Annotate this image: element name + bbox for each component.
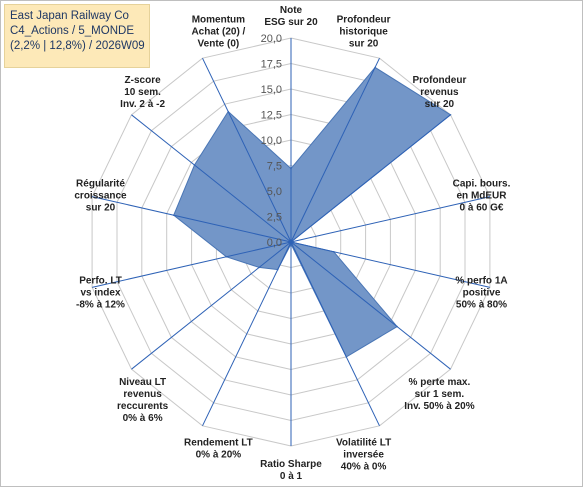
axis-label: Rendement LT 0% à 20%	[184, 437, 253, 460]
tick-label: 2,5	[267, 212, 282, 224]
axis-label: Régularité croissance sur 20	[74, 179, 127, 214]
tick-label: 5,0	[267, 186, 282, 198]
axis-label: Profondeur historique sur 20	[337, 15, 391, 50]
axis-label: Ratio Sharpe 0 à 1	[260, 459, 322, 482]
tick-label: 12,5	[261, 110, 282, 122]
axis-spoke	[290, 241, 491, 288]
axis-label: Perfo. LT vs index -8% à 12%	[76, 276, 125, 311]
tick-label: 17,5	[261, 59, 282, 71]
axis-label: % perte max. sur 1 sem. Inv. 50% à 20%	[404, 377, 475, 412]
axis-spoke	[290, 114, 451, 243]
axis-spoke	[202, 241, 292, 427]
axis-label: Note ESG sur 20	[264, 5, 318, 28]
chart-title-box: East Japan Railway Co C4_Actions / 5_MON…	[4, 4, 150, 68]
tick-label: 15,0	[261, 84, 282, 96]
tick-label: 20,0	[261, 33, 282, 45]
axis-label: Niveau LT revenus reccurents 0% à 6%	[117, 377, 169, 424]
radar-axis-labels: Note ESG sur 20 Profondeur historique sur 20…	[74, 5, 510, 482]
tick-label: 7,5	[267, 161, 282, 173]
axis-spoke	[91, 241, 292, 288]
axis-spoke	[202, 57, 292, 243]
axis-spoke	[290, 241, 451, 370]
tick-label: 0,0	[267, 237, 282, 249]
radar-tick-labels: 0,0 2,5 5,0 7,5 10,0 12,5 15,0 17,5 20,0	[261, 33, 282, 249]
radar-axes	[91, 38, 491, 446]
axis-label: Z-score 10 sem. Inv. 2 à -2	[120, 75, 165, 110]
portfolio-category: C4_Actions / 5_MONDE	[10, 25, 134, 37]
axis-spoke	[290, 241, 380, 427]
axis-spoke	[131, 241, 292, 370]
performance-period: (2,2% | 12,8%) / 2026W09	[10, 40, 145, 52]
axis-label: Profondeur revenus sur 20	[412, 75, 466, 110]
company-name: East Japan Railway Co	[10, 10, 129, 22]
axis-label: Capi. bours. en MdEUR 0 à 60 G€	[453, 179, 511, 214]
axis-spoke	[91, 196, 292, 243]
tick-label: 10,0	[261, 135, 282, 147]
axis-label: % perfo 1A positive 50% à 80%	[455, 276, 507, 311]
axis-label: Momentum Achat (20) / Vente (0)	[191, 15, 245, 50]
axis-label: Volatilité LT inversée 40% à 0%	[336, 437, 391, 472]
axis-spoke	[290, 196, 491, 243]
axis-spoke	[131, 114, 292, 243]
axis-spoke	[290, 57, 380, 243]
